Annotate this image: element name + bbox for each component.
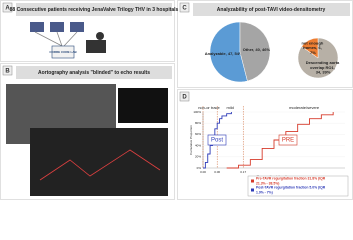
slice-label: Descending aorta overlap RO1, 34, 39%	[306, 60, 341, 74]
y-tick-label: 40%	[195, 143, 201, 147]
title-bar	[16, 3, 172, 16]
slice-label: Other, 40, 46%	[243, 47, 271, 52]
chart-title: Analyzability of post-TAVI video-densito…	[217, 7, 326, 13]
panel-letter: B	[5, 69, 10, 75]
x-tick-label: 0.17	[240, 170, 246, 174]
region-label: non-or trace	[198, 105, 220, 110]
page: {"panels": { "a": {"letter": "A", "text"…	[0, 0, 353, 200]
panel-letter: D	[182, 95, 187, 101]
analysis-image	[118, 88, 168, 123]
panel-b-text: Aortography analysis "blinded" to echo r…	[38, 70, 150, 76]
legend-swatch	[251, 188, 254, 192]
y-axis-label: Cumulative Proportion	[189, 125, 193, 155]
x-tick-label: 0.06	[214, 170, 220, 174]
figure: A B C D 88 Consecutive patients receivin…	[0, 0, 353, 200]
y-tick-label: 80%	[195, 121, 201, 125]
panel-a-text: 88 Consecutive patients receiving JenaVa…	[10, 7, 179, 13]
pie-slice	[239, 21, 271, 82]
letter-box	[2, 2, 13, 13]
legend-box	[247, 175, 349, 197]
pie-slice	[301, 37, 319, 59]
reader-icon	[86, 32, 106, 53]
panel-letter: C	[182, 6, 187, 12]
series-name: PRE	[282, 138, 294, 144]
x-tick-label: 0.00	[200, 170, 206, 174]
curve-decoration	[39, 149, 161, 181]
letter-box	[179, 2, 190, 13]
letter-box	[179, 91, 190, 102]
y-tick-label: 0%	[197, 166, 202, 170]
core-lab-label: CORRE CORE LAB	[49, 50, 77, 54]
legend-entry: Pre-TAVR regurgitation fraction 31.8% (I…	[256, 177, 326, 186]
legend-swatch	[251, 179, 254, 183]
panel-letter: A	[5, 6, 10, 12]
step-line	[203, 112, 232, 169]
legend-entry: Post-TAVR regurgitation fraction 5.0% (I…	[256, 186, 326, 195]
densitometry-image	[30, 128, 168, 196]
series-tag	[278, 134, 298, 146]
series-name: Post	[211, 138, 223, 144]
title-bar	[193, 3, 350, 16]
series-tag	[207, 134, 227, 146]
slice-label: Analyzable, 47, 54%	[205, 51, 243, 56]
hospital-icons	[30, 22, 84, 47]
y-tick-label: 20%	[195, 155, 201, 159]
region-label: moderate/severe	[289, 105, 320, 110]
core-lab-box	[51, 45, 75, 59]
letter-box	[2, 65, 13, 76]
region-label: mild	[227, 105, 234, 110]
slice-label: not enough frames, 6, 7%	[301, 41, 324, 55]
y-tick-label: 60%	[195, 132, 201, 136]
y-tick-label: 100%	[193, 110, 201, 114]
pie-slice	[209, 21, 248, 83]
title-bar	[16, 66, 172, 79]
